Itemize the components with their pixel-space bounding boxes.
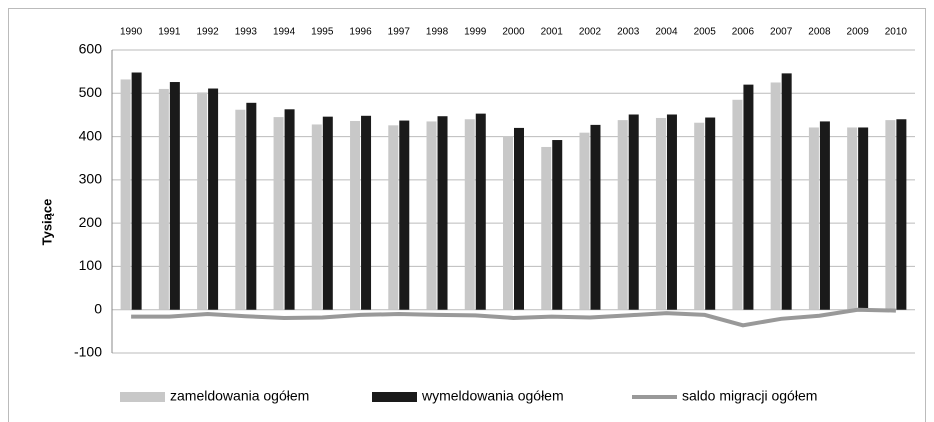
x-tick-label: 1996 [349, 27, 372, 38]
bar [120, 79, 131, 310]
x-tick-label: 1995 [311, 27, 334, 38]
y-tick-label: 100 [79, 257, 103, 273]
bar [781, 73, 792, 310]
bar [885, 120, 896, 310]
x-tick-label: 1993 [235, 27, 258, 38]
x-tick-label: 2002 [579, 27, 602, 38]
y-tick-label: 400 [79, 127, 103, 143]
x-tick-label: 2001 [541, 27, 564, 38]
y-tick-label: 200 [79, 214, 103, 230]
bar [426, 121, 437, 310]
bar [847, 127, 858, 310]
bar [552, 140, 563, 310]
bar [322, 116, 333, 310]
legend-swatch [120, 392, 165, 402]
bar [350, 120, 361, 310]
bar [858, 127, 869, 310]
x-tick-label: 1999 [464, 27, 487, 38]
bar [808, 127, 819, 310]
x-tick-label: 2000 [502, 27, 525, 38]
bar [361, 115, 372, 310]
bar [628, 114, 639, 310]
bar [169, 82, 180, 310]
x-tick-label: 2009 [847, 27, 870, 38]
bar [273, 117, 284, 310]
bar [819, 121, 830, 310]
y-axis-label: Tysiące [39, 199, 54, 246]
line-series [131, 307, 896, 328]
bar [514, 127, 524, 310]
x-tick-label: 1998 [426, 27, 449, 38]
bar [311, 124, 322, 310]
bar [666, 114, 677, 310]
y-tick-label: -100 [74, 344, 102, 360]
bar [235, 109, 246, 310]
bar [475, 113, 486, 310]
legend-label: wymeldowania ogółem [421, 388, 564, 404]
bar [617, 120, 628, 310]
bar [208, 88, 219, 310]
x-tick-label: 2007 [770, 27, 793, 38]
bar [399, 120, 410, 310]
x-tick-label: 2005 [694, 27, 717, 38]
bar [388, 125, 399, 310]
bar [732, 99, 743, 310]
x-tick-label: 1992 [196, 27, 219, 38]
bar [705, 117, 716, 310]
x-tick-label: 2008 [808, 27, 831, 38]
bar [246, 102, 257, 310]
bar [770, 82, 781, 310]
bar [437, 116, 448, 310]
legend-swatch [372, 392, 417, 402]
bar [131, 72, 142, 310]
y-tick-label: 0 [94, 300, 102, 316]
legend-label: zameldowania ogółem [170, 388, 309, 404]
y-tick-label: 300 [79, 171, 103, 187]
x-tick-label: 2004 [655, 27, 678, 38]
chart-frame [8, 8, 926, 422]
legend-label: saldo migracji ogółem [682, 388, 817, 404]
x-tick-label: 1990 [120, 27, 143, 38]
bar [464, 119, 475, 310]
x-tick-label: 1997 [388, 27, 411, 38]
x-tick-label: 1994 [273, 27, 296, 38]
x-tick-label: 2006 [732, 27, 755, 38]
bar [896, 119, 907, 310]
x-tick-label: 2010 [885, 27, 908, 38]
bar [541, 146, 552, 310]
bar [694, 122, 705, 310]
bar [158, 88, 169, 310]
bar [284, 109, 295, 310]
bar [655, 117, 666, 310]
y-tick-label: 600 [79, 41, 103, 57]
bar [197, 92, 208, 310]
bar [579, 132, 590, 310]
bar [503, 136, 513, 310]
bar [743, 84, 754, 310]
x-tick-label: 2003 [617, 27, 640, 38]
bar [590, 124, 601, 310]
x-tick-label: 1991 [158, 27, 181, 38]
y-tick-label: 500 [79, 84, 103, 100]
